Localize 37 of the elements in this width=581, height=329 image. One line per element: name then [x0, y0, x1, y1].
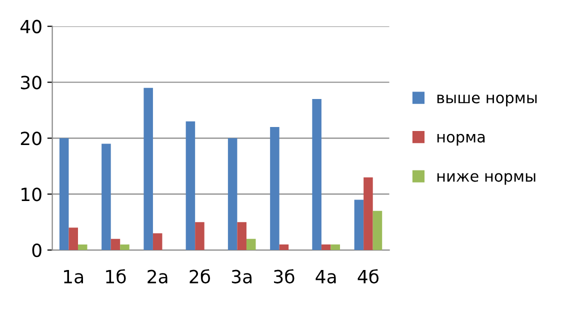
x-tick-label: 3а — [232, 270, 252, 284]
legend-label: ниже нормы — [437, 173, 536, 185]
bar — [195, 222, 204, 250]
bar — [312, 99, 322, 250]
x-tick-label: 3б — [274, 269, 294, 284]
x-tick-label: 2б — [190, 269, 210, 284]
x-tick-label: 4б — [358, 269, 379, 284]
x-tick-label: 1б — [106, 269, 126, 284]
legend-label: выше нормы — [437, 94, 537, 106]
y-tick-label: 10 — [22, 188, 42, 202]
bar — [120, 244, 130, 250]
bar — [372, 210, 382, 250]
bar — [78, 244, 88, 250]
bar — [59, 138, 69, 250]
bar — [110, 238, 120, 250]
y-tick-label: 40 — [20, 20, 42, 34]
bar — [321, 244, 331, 250]
x-tick-label: 4а — [316, 270, 336, 284]
y-tick-label: 30 — [20, 76, 42, 90]
bar — [152, 233, 162, 250]
bar — [102, 144, 111, 250]
legend-label: норма — [437, 134, 485, 146]
bar — [228, 138, 238, 250]
bar — [186, 121, 196, 250]
y-tick-label: 20 — [20, 132, 42, 146]
x-tick-label: 1а — [64, 270, 83, 284]
bar — [270, 126, 280, 250]
y-tick-label: 0 — [32, 244, 42, 258]
bar — [144, 88, 153, 250]
x-tick-label: 2а — [148, 270, 168, 284]
bar — [354, 200, 364, 250]
bar — [364, 177, 373, 250]
bar — [330, 244, 340, 250]
bar — [237, 222, 246, 250]
bar — [279, 244, 289, 250]
bar — [68, 228, 78, 250]
bar — [246, 238, 256, 250]
